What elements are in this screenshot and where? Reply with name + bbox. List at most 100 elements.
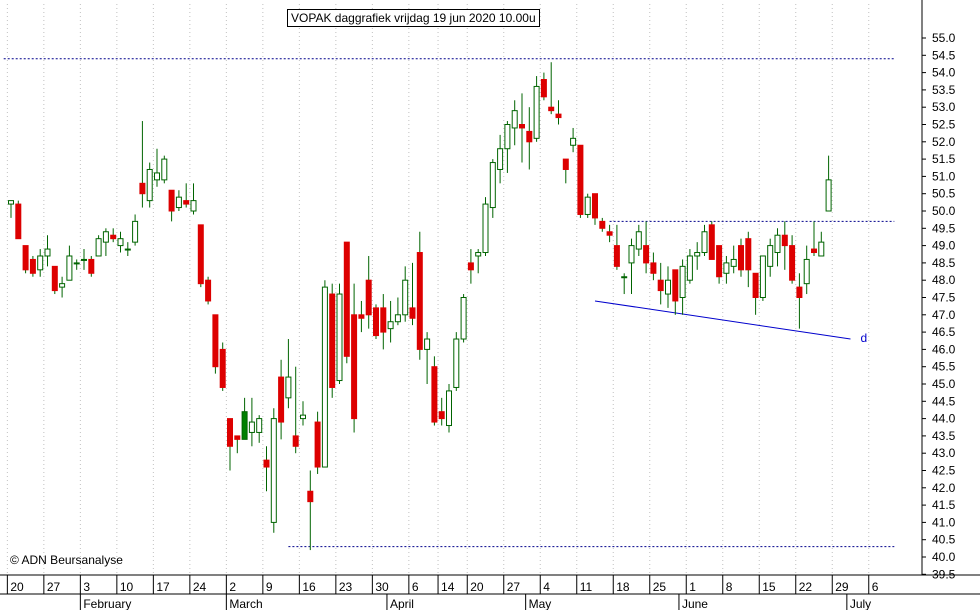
y-tick-label: 43.0 — [932, 446, 956, 460]
candle-body — [161, 158, 168, 181]
candle-body — [88, 258, 95, 274]
x-day-label: 27 — [507, 580, 521, 594]
candle-body — [657, 279, 664, 292]
candle-body — [300, 414, 306, 420]
candle-body — [66, 255, 73, 281]
candle-body — [701, 231, 708, 254]
candle-body — [781, 234, 788, 247]
x-day-label: 1 — [689, 580, 696, 594]
candle-body — [533, 85, 540, 139]
x-day-label: 14 — [441, 580, 455, 594]
y-tick-label: 46.0 — [932, 342, 956, 356]
candle-body — [256, 418, 263, 433]
candle-body — [577, 144, 584, 215]
candle-body — [343, 241, 350, 357]
candle-body — [716, 245, 723, 278]
candle-body — [570, 137, 577, 146]
y-tick-label: 48.0 — [932, 273, 956, 287]
candle-body — [15, 203, 22, 240]
y-tick-label: 53.5 — [932, 83, 956, 97]
x-day-label: 18 — [616, 580, 630, 594]
candle-body — [241, 411, 248, 440]
candle-body — [446, 390, 452, 427]
y-tick-label: 44.0 — [932, 412, 956, 426]
candle-body — [373, 307, 379, 337]
candle-body — [285, 376, 292, 399]
x-day-label: 6 — [412, 580, 419, 594]
candle-body — [438, 411, 445, 420]
candle-body — [482, 203, 489, 254]
candle-body — [606, 231, 613, 236]
candle-body — [511, 110, 518, 129]
candle-body — [183, 200, 190, 205]
candle-body — [197, 224, 204, 285]
candle-body — [504, 124, 511, 150]
x-day-label: 15 — [762, 580, 776, 594]
candle-body — [613, 245, 620, 267]
candle-body — [22, 245, 29, 271]
y-tick-label: 42.0 — [932, 481, 956, 495]
candle-body — [643, 245, 650, 264]
y-tick-label: 44.5 — [932, 394, 956, 408]
candle-body — [29, 258, 36, 274]
candle-body — [789, 245, 796, 281]
y-tick-label: 40.0 — [932, 550, 956, 564]
candle-body — [81, 258, 87, 261]
x-day-label: 2 — [229, 580, 236, 594]
y-tick-label: 43.5 — [932, 429, 956, 443]
x-day-label: 6 — [872, 580, 879, 594]
y-tick-label: 45.0 — [932, 377, 956, 391]
y-tick-label: 41.5 — [932, 498, 956, 512]
y-tick-label: 50.5 — [932, 187, 956, 201]
x-day-label: 29 — [835, 580, 849, 594]
candles — [8, 62, 832, 551]
candle-body — [212, 314, 219, 368]
x-day-label: 9 — [266, 580, 273, 594]
x-day-label: 20 — [10, 580, 24, 594]
y-tick-label: 50.0 — [932, 204, 956, 218]
y-tick-label: 49.0 — [932, 239, 956, 253]
x-day-label: 25 — [653, 580, 667, 594]
candle-body — [475, 252, 482, 257]
candle-body — [774, 234, 781, 254]
x-day-label: 27 — [47, 580, 61, 594]
x-day-label: 3 — [83, 580, 90, 594]
candle-body — [205, 279, 212, 302]
x-day-label: 10 — [120, 580, 134, 594]
candle-body — [102, 231, 109, 243]
candle-body — [686, 255, 693, 281]
y-tick-label: 48.5 — [932, 256, 956, 270]
candle-body — [489, 162, 496, 209]
y-tick-label: 52.0 — [932, 135, 956, 149]
candle-body — [365, 279, 372, 316]
candle-body — [679, 265, 686, 298]
candle-body — [628, 245, 635, 264]
candle-body — [723, 262, 730, 274]
candle-body — [358, 314, 365, 319]
candle-body — [227, 418, 233, 447]
candle-body — [409, 307, 416, 319]
chart-title: VOPAK daggrafiek vrijdag 19 jun 2020 10.… — [287, 9, 540, 27]
copyright-text: © ADN Beursanalyse — [10, 553, 123, 567]
reference-lines: d — [3, 58, 895, 548]
candle-body — [453, 338, 460, 388]
y-tick-label: 55.0 — [932, 31, 956, 45]
y-axis: 39.5 40.0 40.5 41.0 41.5 42.0 42.5 43.0 43.5 44.0… — [922, 31, 956, 581]
candle-body — [752, 272, 759, 298]
candle-body — [146, 168, 153, 202]
candle-body — [555, 113, 562, 119]
candle-body — [526, 130, 533, 143]
candle-body — [818, 241, 825, 257]
x-day-label: 16 — [302, 580, 316, 594]
grid-lines — [0, 0, 980, 595]
candle-body — [124, 248, 131, 251]
candle-body — [59, 283, 66, 288]
x-day-label: 8 — [726, 580, 733, 594]
y-tick-label: 54.0 — [932, 66, 956, 80]
candle-body — [351, 314, 358, 420]
candle-body — [519, 124, 525, 129]
candle-body — [321, 286, 328, 468]
candle-body — [175, 196, 182, 209]
candle-body — [672, 269, 679, 302]
